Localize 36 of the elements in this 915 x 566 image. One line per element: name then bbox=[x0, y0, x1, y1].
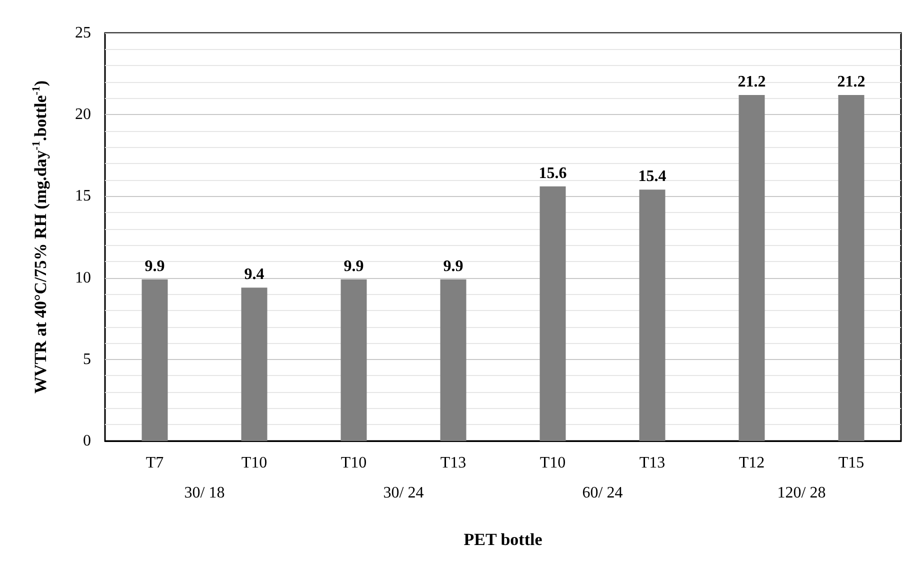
y-tick-label: 0 bbox=[83, 432, 91, 450]
data-label: 9.9 bbox=[443, 258, 464, 275]
bar bbox=[440, 279, 466, 441]
bar bbox=[142, 279, 168, 441]
data-label: 21.2 bbox=[738, 74, 766, 91]
y-tick-label: 5 bbox=[83, 350, 91, 368]
x-tick-label: T10 bbox=[540, 454, 566, 472]
bar bbox=[838, 95, 864, 441]
x-tick-label: T10 bbox=[241, 454, 268, 472]
x-axis-title: PET bottle bbox=[464, 530, 543, 549]
text: 120/ 28 bbox=[777, 484, 826, 502]
x-tick-label: T10 bbox=[340, 454, 367, 472]
text: 30/ 24 bbox=[383, 484, 424, 502]
text: 60/ 24 bbox=[582, 484, 623, 502]
bar bbox=[639, 190, 666, 441]
bar bbox=[340, 279, 367, 441]
x-tick-label: T7 bbox=[146, 454, 164, 472]
bar bbox=[540, 186, 566, 441]
data-label: 15.6 bbox=[538, 164, 567, 182]
data-label: 9.4 bbox=[244, 266, 264, 284]
x-tick-label: T15 bbox=[838, 454, 864, 472]
x-tick-label: T13 bbox=[440, 454, 466, 472]
y-axis-title: WVTR at 40°C/75% RH (mg.day-1.bottle-1) bbox=[30, 80, 50, 394]
y-tick-label: 10 bbox=[75, 269, 91, 286]
data-label: 21.2 bbox=[837, 74, 866, 91]
y-tick-label: 15 bbox=[75, 188, 91, 205]
bar bbox=[738, 95, 765, 441]
x-tick-label: T12 bbox=[738, 454, 765, 472]
data-label: 9.9 bbox=[144, 258, 165, 275]
y-tick-label: 20 bbox=[75, 106, 91, 124]
bar bbox=[241, 288, 268, 441]
data-label: 15.4 bbox=[638, 168, 666, 186]
x-tick-label: T13 bbox=[639, 454, 666, 472]
text: 30/ 18 bbox=[184, 484, 225, 502]
data-label: 9.9 bbox=[344, 258, 364, 275]
y-tick-label: 25 bbox=[75, 24, 91, 42]
